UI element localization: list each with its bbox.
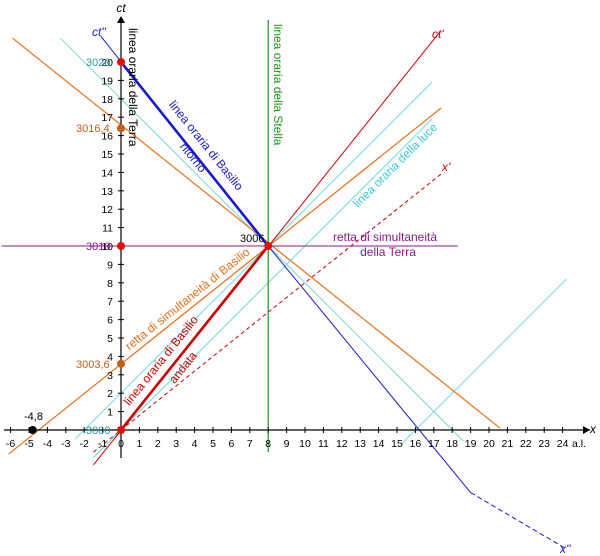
ct-andata-label: ct' [432,27,444,41]
event-dot [117,124,125,133]
x-tick-label: -5 [24,438,33,450]
x-tick-label: 8 [265,438,271,450]
x-ritorno-label: x'' [559,542,571,556]
x-tick-label: 21 [502,438,514,450]
simultaneity-line [8,107,442,455]
x-tick-label: 20 [483,438,495,450]
x-tick-label: 14 [373,438,385,450]
y-tick-label: 5 [107,333,113,345]
y-tick-label: 11 [102,223,113,235]
event-label: 3000 [86,425,110,437]
y-tick-label: 19 [101,75,113,87]
x-tick-label: 11 [318,438,329,450]
x-tick-label: 7 [247,438,253,450]
y-tick-label: 16 [101,131,113,143]
event-label: 3006 [240,233,264,245]
light-line [400,278,567,446]
y-tick-label: 6 [107,315,113,327]
x-tick-label: 4 [192,438,198,450]
light-line [74,81,433,440]
event-label: 3020 [86,57,110,69]
x-tick-label: 24 [557,438,569,450]
y-tick-label: 8 [107,278,113,290]
x-andata-axis [93,172,444,453]
x-tick-label: 1 [136,438,142,450]
x-arrow [583,426,590,434]
y-tick-label: 20 [101,57,113,69]
event-label: 3003,6 [76,359,110,371]
y-tick-label: 9 [107,259,113,271]
x-tick-label: 5 [210,438,216,450]
line-label: linea oraria della Terra [126,28,140,147]
event-dot [117,359,125,368]
x-axis-label: x [589,422,597,436]
y-tick-label: 12 [101,204,113,216]
x-tick-label: 16 [410,438,422,450]
x-tick-label: -3 [61,438,70,450]
y-tick-label: 15 [101,149,113,161]
event-dot [264,242,273,250]
line-label: linea oraria della Stella [271,24,285,146]
basilio-ritorno [119,61,270,247]
ct-ritorno-label: ct'' [92,25,107,39]
y-axis-label: ct [116,1,126,15]
event-label: -4,8 [24,411,43,423]
world-lines [1,20,567,549]
x-tick-label: 12 [336,438,348,450]
y-arrow [117,16,125,23]
x-tick-label: 2 [155,438,161,450]
line-label: linea oraria di Basilio [166,98,246,193]
x-tick-label: 15 [391,438,403,450]
y-tick-label: 18 [101,94,113,106]
light-line [93,118,433,458]
y-tick-label: 2 [107,388,113,400]
y-tick-label: 1 [107,407,113,419]
line-label: della Terra [360,245,416,259]
event-label: 3016,4 [76,123,110,135]
y-tick-label: 4 [107,351,113,363]
x-tick-label: 0 [118,438,124,450]
x-tick-label: 23 [538,438,550,450]
x-tick-label: -2 [80,438,89,450]
event-dot [28,426,37,434]
y-tick-label: 7 [107,296,113,308]
basilio-andata [119,245,270,431]
events [28,58,273,434]
line-label: linea oraria della luce [350,120,440,210]
x-tick-label: 10 [299,438,311,450]
event-dot [117,426,125,434]
x-tick-label: 17 [428,438,440,450]
y-tick-label: 13 [101,186,113,198]
y-tick-label: 10 [101,241,113,253]
y-tick-label: 3 [107,370,113,382]
x-tick-label: 9 [284,438,290,450]
line-label: retta di simultaneità [333,230,437,244]
x-ritorno-axis [267,245,471,493]
event-label: 3010 [86,241,110,253]
x-tick-label: -4 [43,438,52,450]
event-dot [117,242,125,250]
x-unit: a.l. [572,438,586,450]
y-tick-label: 17 [101,112,113,124]
x-tick-label: 13 [354,438,366,450]
axes: -6 -5 -4 -3 -2 -1 0 1 2 3 4 5 6 7 8 9 10 11 12 13 14 15 16 17 18… [4,16,590,458]
event-dot [117,58,125,66]
x-tick-label: -6 [6,438,15,450]
x-tick-label: 18 [446,438,458,450]
x-tick-label: 22 [520,438,532,450]
x-andata-label: x' [441,160,451,174]
x-tick-label: -1 [98,438,107,450]
x-tick-label: 3 [173,438,179,450]
x-tick-label: 6 [228,438,234,450]
y-tick-label: 14 [101,167,113,179]
x-ritorno-axis [470,492,565,549]
x-tick-label: 19 [465,438,477,450]
